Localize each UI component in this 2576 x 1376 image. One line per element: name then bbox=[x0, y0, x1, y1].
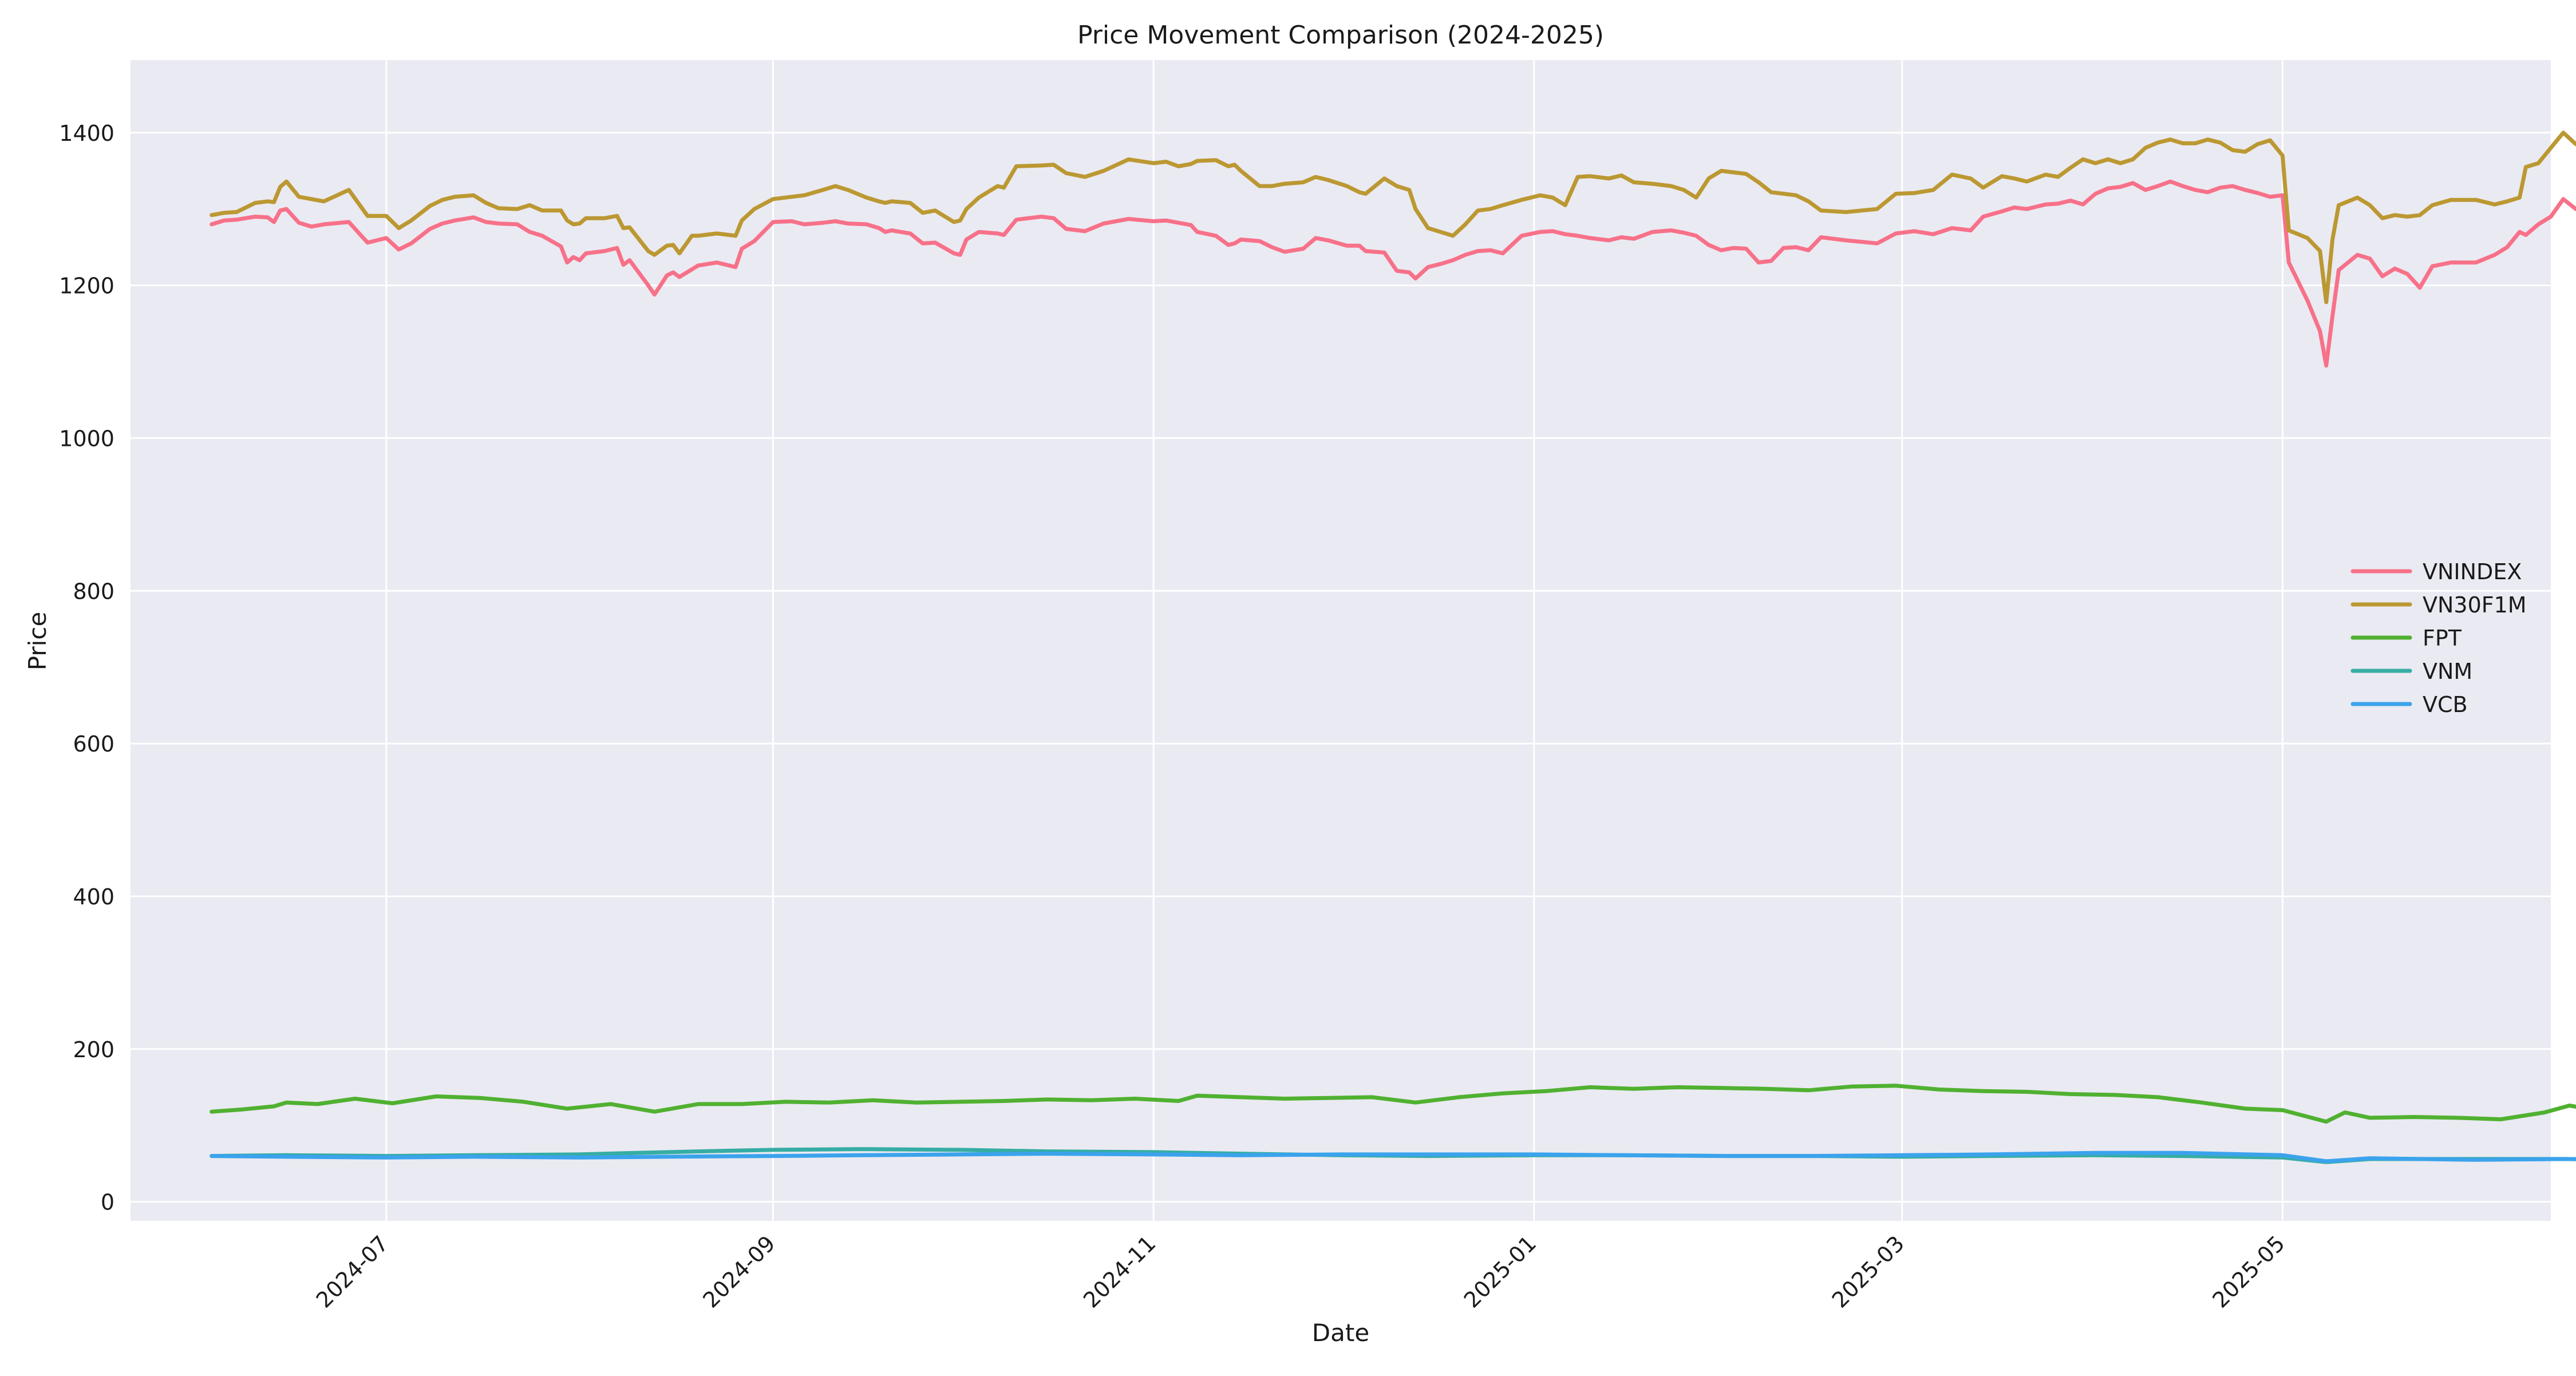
legend-label-vnm: VNM bbox=[2423, 659, 2472, 684]
series-layer bbox=[210, 131, 2576, 1164]
y-tick-label: 1000 bbox=[59, 426, 114, 451]
chart-title: Price Movement Comparison (2024-2025) bbox=[1077, 21, 1604, 50]
y-tick-label: 0 bbox=[101, 1190, 114, 1215]
horizontal-gridlines bbox=[131, 132, 2551, 1203]
y-tick-label: 200 bbox=[73, 1037, 114, 1062]
legend-label-fpt: FPT bbox=[2423, 626, 2462, 651]
y-axis-ticks: 0 200 400 600 800 1000 1200 1400 bbox=[59, 121, 114, 1215]
series-line-fpt bbox=[210, 1084, 2576, 1124]
legend-label-vcb: VCB bbox=[2423, 692, 2468, 717]
y-axis-label: Price bbox=[23, 612, 52, 670]
y-tick-label: 600 bbox=[73, 732, 114, 757]
series-line-vnindex bbox=[210, 179, 2576, 368]
plot-area bbox=[131, 60, 2551, 1221]
y-tick-label: 1400 bbox=[59, 121, 114, 146]
series-line-vn30f1m bbox=[210, 131, 2576, 305]
legend-label-vnindex: VNINDEX bbox=[2423, 559, 2522, 584]
vertical-gridlines bbox=[385, 60, 2283, 1221]
y-tick-label: 400 bbox=[73, 884, 114, 910]
y-tick-label: 1200 bbox=[59, 274, 114, 299]
series-line-vcb bbox=[210, 1150, 2576, 1164]
legend-label-vn30f1m: VN30F1M bbox=[2423, 592, 2527, 618]
x-axis-label: Date bbox=[1312, 1319, 1369, 1347]
y-tick-label: 800 bbox=[73, 579, 114, 604]
legend: VNINDEX VN30F1M FPT VNM VCB bbox=[2350, 559, 2527, 717]
